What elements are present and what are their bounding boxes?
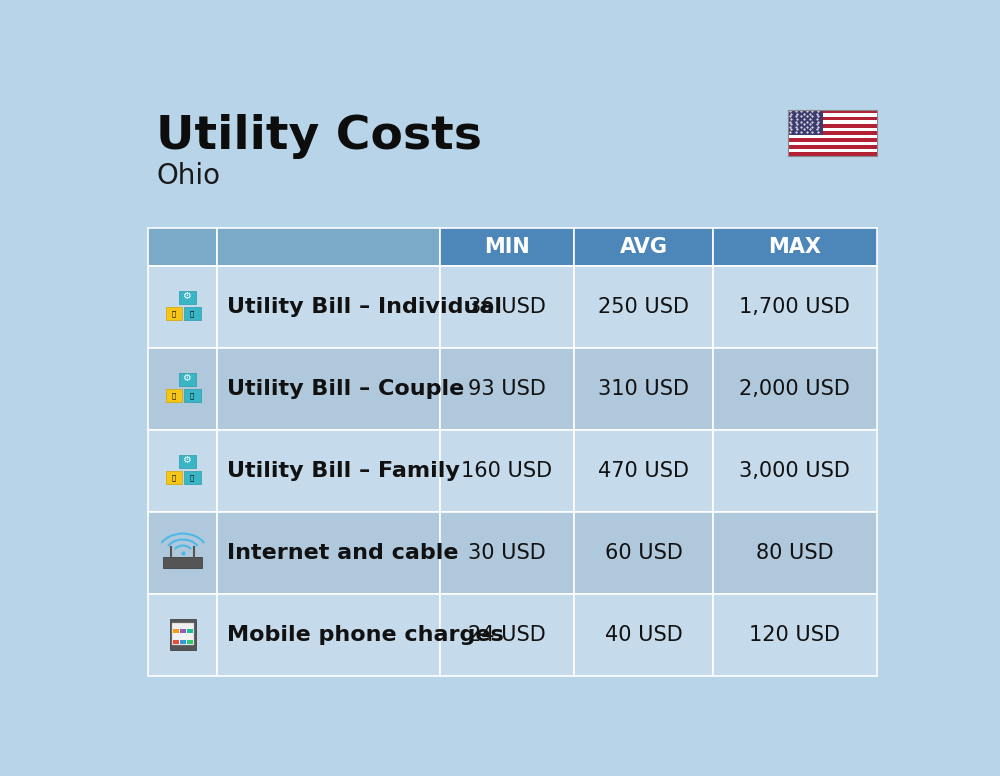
FancyBboxPatch shape [217,511,440,594]
FancyBboxPatch shape [179,455,196,468]
Text: 🔌: 🔌 [171,393,176,399]
Text: 2,000 USD: 2,000 USD [739,379,850,399]
FancyBboxPatch shape [440,511,574,594]
FancyBboxPatch shape [574,227,713,265]
FancyBboxPatch shape [180,640,186,644]
Text: Mobile phone charges: Mobile phone charges [227,625,504,645]
FancyBboxPatch shape [148,265,217,348]
FancyBboxPatch shape [788,117,877,120]
FancyBboxPatch shape [440,265,574,348]
Text: 60 USD: 60 USD [605,542,683,563]
Text: 3,000 USD: 3,000 USD [739,461,850,480]
Text: 30 USD: 30 USD [468,542,546,563]
FancyBboxPatch shape [187,640,193,644]
Text: ⚙: ⚙ [182,373,191,383]
Text: 24 USD: 24 USD [468,625,546,645]
FancyBboxPatch shape [713,511,877,594]
FancyBboxPatch shape [788,110,823,134]
Text: 40 USD: 40 USD [605,625,683,645]
Text: 120 USD: 120 USD [749,625,840,645]
FancyBboxPatch shape [788,131,877,134]
Text: Utility Bill – Family: Utility Bill – Family [227,461,460,480]
FancyBboxPatch shape [713,265,877,348]
FancyBboxPatch shape [172,623,194,645]
Text: ⚙: ⚙ [182,455,191,465]
FancyBboxPatch shape [574,594,713,676]
Text: Utility Bill – Couple: Utility Bill – Couple [227,379,464,399]
FancyBboxPatch shape [187,629,193,633]
FancyBboxPatch shape [217,265,440,348]
Text: 160 USD: 160 USD [461,461,553,480]
Text: 🚿: 🚿 [190,475,194,481]
Text: 🔌: 🔌 [171,475,176,481]
Text: 36 USD: 36 USD [468,296,546,317]
FancyBboxPatch shape [180,629,186,633]
Text: MIN: MIN [484,237,530,257]
FancyBboxPatch shape [788,124,877,127]
FancyBboxPatch shape [166,307,182,320]
FancyBboxPatch shape [179,290,196,303]
FancyBboxPatch shape [173,640,179,644]
FancyBboxPatch shape [184,307,201,320]
FancyBboxPatch shape [440,430,574,511]
FancyBboxPatch shape [788,138,877,142]
Text: MAX: MAX [768,237,821,257]
Text: 🚿: 🚿 [190,310,194,317]
FancyBboxPatch shape [574,265,713,348]
FancyBboxPatch shape [179,372,196,386]
FancyBboxPatch shape [440,348,574,430]
FancyBboxPatch shape [148,430,217,511]
FancyBboxPatch shape [217,348,440,430]
FancyBboxPatch shape [148,594,217,676]
Text: ⚙: ⚙ [182,291,191,301]
FancyBboxPatch shape [574,348,713,430]
FancyBboxPatch shape [788,145,877,149]
FancyBboxPatch shape [217,430,440,511]
FancyBboxPatch shape [440,227,574,265]
FancyBboxPatch shape [184,471,201,483]
FancyBboxPatch shape [217,594,440,676]
FancyBboxPatch shape [440,594,574,676]
FancyBboxPatch shape [217,227,440,265]
FancyBboxPatch shape [788,110,877,113]
Text: Utility Costs: Utility Costs [156,114,482,159]
FancyBboxPatch shape [148,348,217,430]
FancyBboxPatch shape [574,511,713,594]
Text: 470 USD: 470 USD [598,461,689,480]
FancyBboxPatch shape [713,348,877,430]
Text: 🔌: 🔌 [171,310,176,317]
Text: 80 USD: 80 USD [756,542,834,563]
FancyBboxPatch shape [148,227,217,265]
FancyBboxPatch shape [574,430,713,511]
FancyBboxPatch shape [713,430,877,511]
FancyBboxPatch shape [170,619,196,650]
Text: 93 USD: 93 USD [468,379,546,399]
Text: 1,700 USD: 1,700 USD [739,296,850,317]
FancyBboxPatch shape [713,594,877,676]
FancyBboxPatch shape [173,629,179,633]
FancyBboxPatch shape [163,557,202,567]
Text: Utility Bill – Individual: Utility Bill – Individual [227,296,502,317]
FancyBboxPatch shape [788,110,877,156]
FancyBboxPatch shape [166,471,182,483]
FancyBboxPatch shape [148,511,217,594]
FancyBboxPatch shape [713,227,877,265]
Text: 250 USD: 250 USD [598,296,689,317]
Text: Ohio: Ohio [156,162,220,190]
FancyBboxPatch shape [788,152,877,156]
Text: AVG: AVG [620,237,668,257]
FancyBboxPatch shape [184,390,201,402]
FancyBboxPatch shape [166,390,182,402]
Text: 310 USD: 310 USD [598,379,689,399]
Text: Internet and cable: Internet and cable [227,542,458,563]
Text: 🚿: 🚿 [190,393,194,399]
